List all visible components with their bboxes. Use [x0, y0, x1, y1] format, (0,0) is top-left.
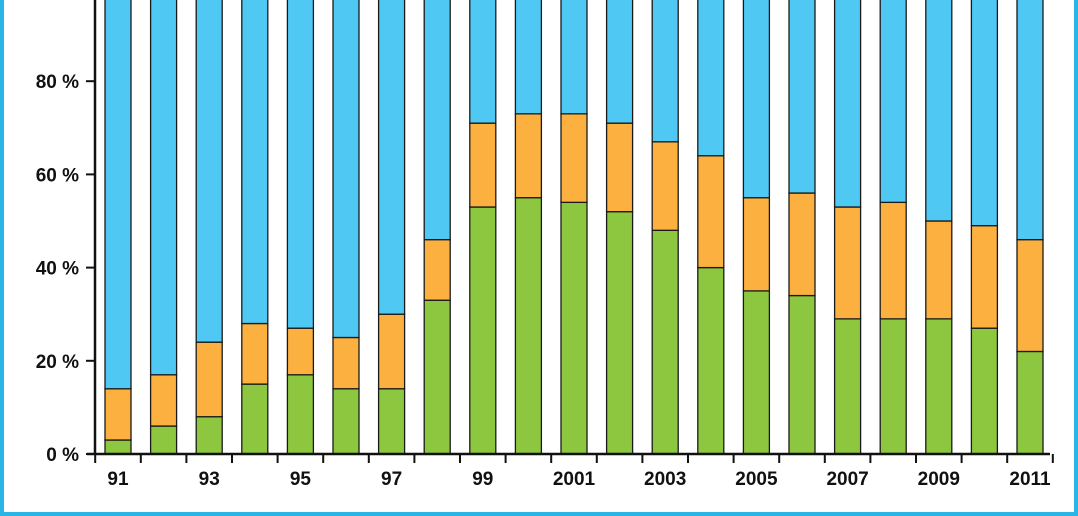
bar-segment-1992-s2	[149, 374, 178, 427]
bar-segment-2006-s3	[788, 0, 816, 194]
bar-segment-2002-s2	[605, 122, 634, 213]
bar-segment-1995-s3	[286, 0, 315, 329]
bar-segment-1991-s1	[104, 439, 132, 455]
bar-segment-1995-s2	[286, 327, 315, 376]
bar-segment-1993-s1	[195, 416, 223, 455]
bar-segment-2001-s2	[560, 113, 588, 204]
bar-segment-1997-s3	[377, 0, 406, 315]
x-tick-label-1997: 97	[381, 469, 402, 490]
bar-segment-1998-s3	[423, 0, 451, 241]
bar-segment-2010-s2	[970, 225, 999, 329]
bar-segment-1997-s1	[377, 388, 406, 455]
labels-layer: 0 % 20 % 40 % 60 % 80 % 91 93 95 97 99 2001 2003 200…	[36, 72, 1051, 490]
bar-segment-2009-s2	[925, 220, 953, 320]
y-tick-label-80: 80 %	[36, 72, 79, 93]
x-tick-label-2003: 2003	[644, 469, 686, 490]
bar-segment-2007-s1	[833, 318, 862, 455]
bar-segment-2008-s2	[879, 201, 907, 320]
bar-segment-2000-s3	[514, 0, 543, 115]
y-tick-label-0: 0 %	[46, 445, 79, 466]
y-tick-label-60: 60 %	[36, 165, 79, 186]
bar-segment-2004-s1	[697, 266, 725, 455]
bar-segment-1993-s3	[195, 0, 223, 343]
bar-segment-1998-s2	[423, 238, 451, 301]
x-tick-label-1993: 93	[199, 469, 220, 490]
x-tick-label-2005: 2005	[735, 469, 778, 490]
bar-segment-2003-s2	[651, 141, 679, 231]
x-tick-label-2007: 2007	[826, 469, 868, 490]
bar-segment-1995-s1	[286, 374, 315, 455]
y-tick-label-20: 20 %	[36, 352, 79, 373]
x-tick-label-2009: 2009	[918, 469, 960, 490]
bar-segment-2003-s3	[651, 0, 679, 143]
bar-segment-2008-s1	[879, 318, 907, 455]
bar-segment-1991-s2	[104, 388, 132, 441]
bar-segment-2000-s1	[514, 197, 543, 455]
x-tick-label-2001: 2001	[553, 469, 596, 490]
bar-segment-2010-s3	[970, 0, 999, 227]
bar-segment-1996-s2	[332, 336, 360, 390]
bar-segment-1991-s3	[104, 0, 132, 390]
bar-segment-1996-s1	[332, 388, 360, 455]
bar-segment-1994-s1	[241, 383, 269, 455]
bar-segment-2011-s2	[1016, 238, 1044, 353]
bar-segment-2005-s3	[742, 0, 771, 199]
bar-segment-2002-s3	[605, 0, 634, 124]
y-tick-label-40: 40 %	[36, 259, 79, 280]
bar-segment-1994-s2	[241, 322, 269, 385]
bar-segment-1992-s1	[149, 425, 178, 455]
bar-segment-2001-s3	[560, 0, 588, 115]
bar-segment-1998-s1	[423, 299, 451, 455]
bars-layer	[104, 0, 1044, 455]
bar-segment-1992-s3	[149, 0, 178, 376]
bar-segment-2002-s1	[605, 211, 634, 455]
bar-segment-1999-s2	[469, 122, 497, 208]
bar-segment-2004-s3	[697, 0, 725, 157]
bar-segment-2011-s1	[1016, 350, 1044, 455]
bar-segment-2006-s1	[788, 294, 816, 455]
bar-segment-2004-s2	[697, 155, 725, 269]
x-tick-label-1991: 91	[107, 469, 129, 490]
bar-segment-1999-s3	[469, 0, 497, 124]
bar-segment-1993-s2	[195, 341, 223, 418]
bar-segment-1999-s1	[469, 206, 497, 455]
bar-segment-2000-s2	[514, 113, 543, 199]
bar-segment-1994-s3	[241, 0, 269, 325]
bar-segment-2007-s3	[833, 0, 862, 208]
bar-segment-1996-s3	[332, 0, 360, 339]
bar-segment-2001-s1	[560, 201, 588, 455]
x-tick-label-2011: 2011	[1009, 469, 1051, 490]
bar-segment-2006-s2	[788, 192, 816, 297]
x-tick-label-1999: 99	[472, 469, 493, 490]
x-tick-label-1995: 95	[290, 469, 312, 490]
bar-segment-2008-s3	[879, 0, 907, 204]
bar-segment-2009-s1	[925, 318, 953, 455]
bar-segment-2005-s1	[742, 290, 771, 455]
bar-segment-2011-s3	[1016, 0, 1044, 241]
bar-segment-1997-s2	[377, 313, 406, 390]
bar-segment-2007-s2	[833, 206, 862, 320]
bar-segment-2003-s1	[651, 229, 679, 455]
axes-layer	[86, 0, 1054, 463]
bar-segment-2009-s3	[925, 0, 953, 222]
bar-segment-2005-s2	[742, 197, 771, 292]
bar-segment-2010-s1	[970, 327, 999, 455]
